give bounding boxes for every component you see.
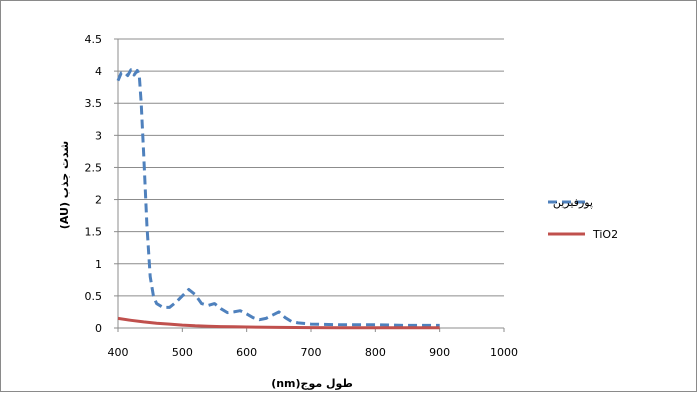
y-tick-label: 1: [95, 258, 102, 271]
series-line-tio2: [117, 316, 440, 330]
y-tick-label: 2.5: [85, 161, 103, 174]
tick-labels: 0 0.5 1 1.5 2 2.5 3 3.5 4 4.5 400 500 600 700 800 900 10…: [85, 33, 519, 359]
x-tick-label: 700: [301, 346, 322, 359]
x-tick-label: 500: [172, 346, 193, 359]
series-layer: [116, 68, 440, 330]
x-tick-label: 800: [365, 346, 386, 359]
y-tick-label: 1.5: [85, 226, 103, 239]
y-tick-label: 0: [95, 322, 102, 335]
y-tick-label: 3: [95, 129, 102, 142]
legend-label-porphyrin: پورفیرین: [553, 196, 593, 209]
y-tick-label: 4: [95, 65, 102, 78]
series-line-porphyrin: [116, 68, 440, 327]
x-tick-label: 1000: [490, 346, 518, 359]
x-tick-label: 900: [429, 346, 450, 359]
legend-label-tio2: TiO2: [592, 228, 618, 241]
y-tick-label: 2: [95, 194, 102, 207]
y-tick-label: 3.5: [85, 97, 103, 110]
legend: پورفیرین TiO2: [548, 196, 618, 241]
axis-layer: [114, 38, 505, 332]
grid-layer: [118, 38, 504, 297]
y-axis-title: شدت جذب (AU): [58, 141, 71, 229]
x-tick-label: 400: [108, 346, 129, 359]
y-tick-label: 4.5: [85, 33, 103, 46]
x-axis-title: طول موج(nm): [271, 377, 353, 391]
x-tick-label: 600: [236, 346, 257, 359]
y-tick-label: 0.5: [85, 290, 103, 303]
